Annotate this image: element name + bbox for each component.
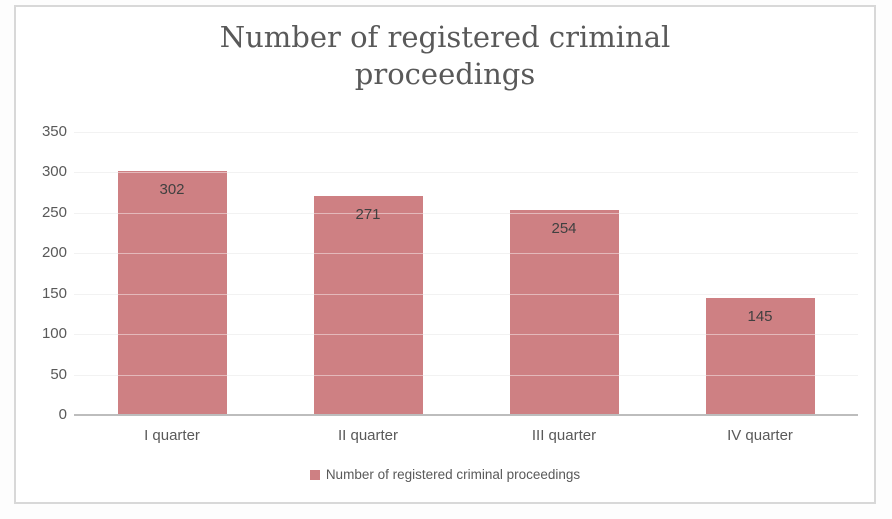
gridline-overlay (74, 253, 858, 255)
y-tick-label: 100 (41, 325, 67, 343)
y-tick-label: 200 (41, 244, 67, 262)
gridline-overlay (74, 212, 858, 214)
gridline-overlay (74, 334, 858, 336)
chart-frame: Number of registered criminal proceeding… (14, 5, 876, 504)
gridline (74, 132, 858, 133)
x-category-label: III quarter (531, 427, 597, 444)
bar-i-quarter (117, 170, 227, 415)
x-category-label: II quarter (337, 427, 399, 444)
legend-swatch-icon (309, 469, 320, 480)
gridline (74, 374, 858, 376)
gridline (74, 293, 858, 295)
bar-iii-quarter (509, 209, 619, 415)
legend-label: Number of registered criminal proceeding… (325, 467, 581, 482)
bar-value-label: 302 (159, 180, 185, 198)
y-tick-label: 150 (41, 284, 67, 302)
legend: Number of registered criminal proceeding… (16, 467, 874, 482)
chart-title: Number of registered criminal proceeding… (219, 20, 671, 91)
x-category-label: IV quarter (727, 427, 793, 444)
x-axis-line (74, 414, 858, 416)
bar-value-label: 145 (747, 307, 773, 325)
bar-value-label: 254 (551, 219, 577, 237)
gridline-overlay (74, 293, 858, 295)
y-tick-label: 0 (58, 406, 67, 423)
gridline-overlay (74, 172, 858, 174)
bar-ii-quarter (313, 195, 423, 415)
bar-iv-quarter (705, 297, 815, 415)
x-category-label: I quarter (144, 427, 200, 444)
y-tick-label: 250 (41, 203, 67, 221)
y-tick-label: 50 (50, 365, 67, 383)
gridline (74, 172, 858, 174)
y-tick-label: 350 (41, 123, 67, 140)
gridline (74, 334, 858, 336)
plot-area: 302 271 254 145 (74, 132, 858, 416)
gridline (74, 212, 858, 214)
bar-value-label: 271 (355, 205, 381, 223)
y-tick-label: 300 (41, 163, 67, 181)
gridline (74, 253, 858, 255)
gridline-overlay (74, 132, 858, 133)
gridline-overlay (74, 374, 858, 376)
